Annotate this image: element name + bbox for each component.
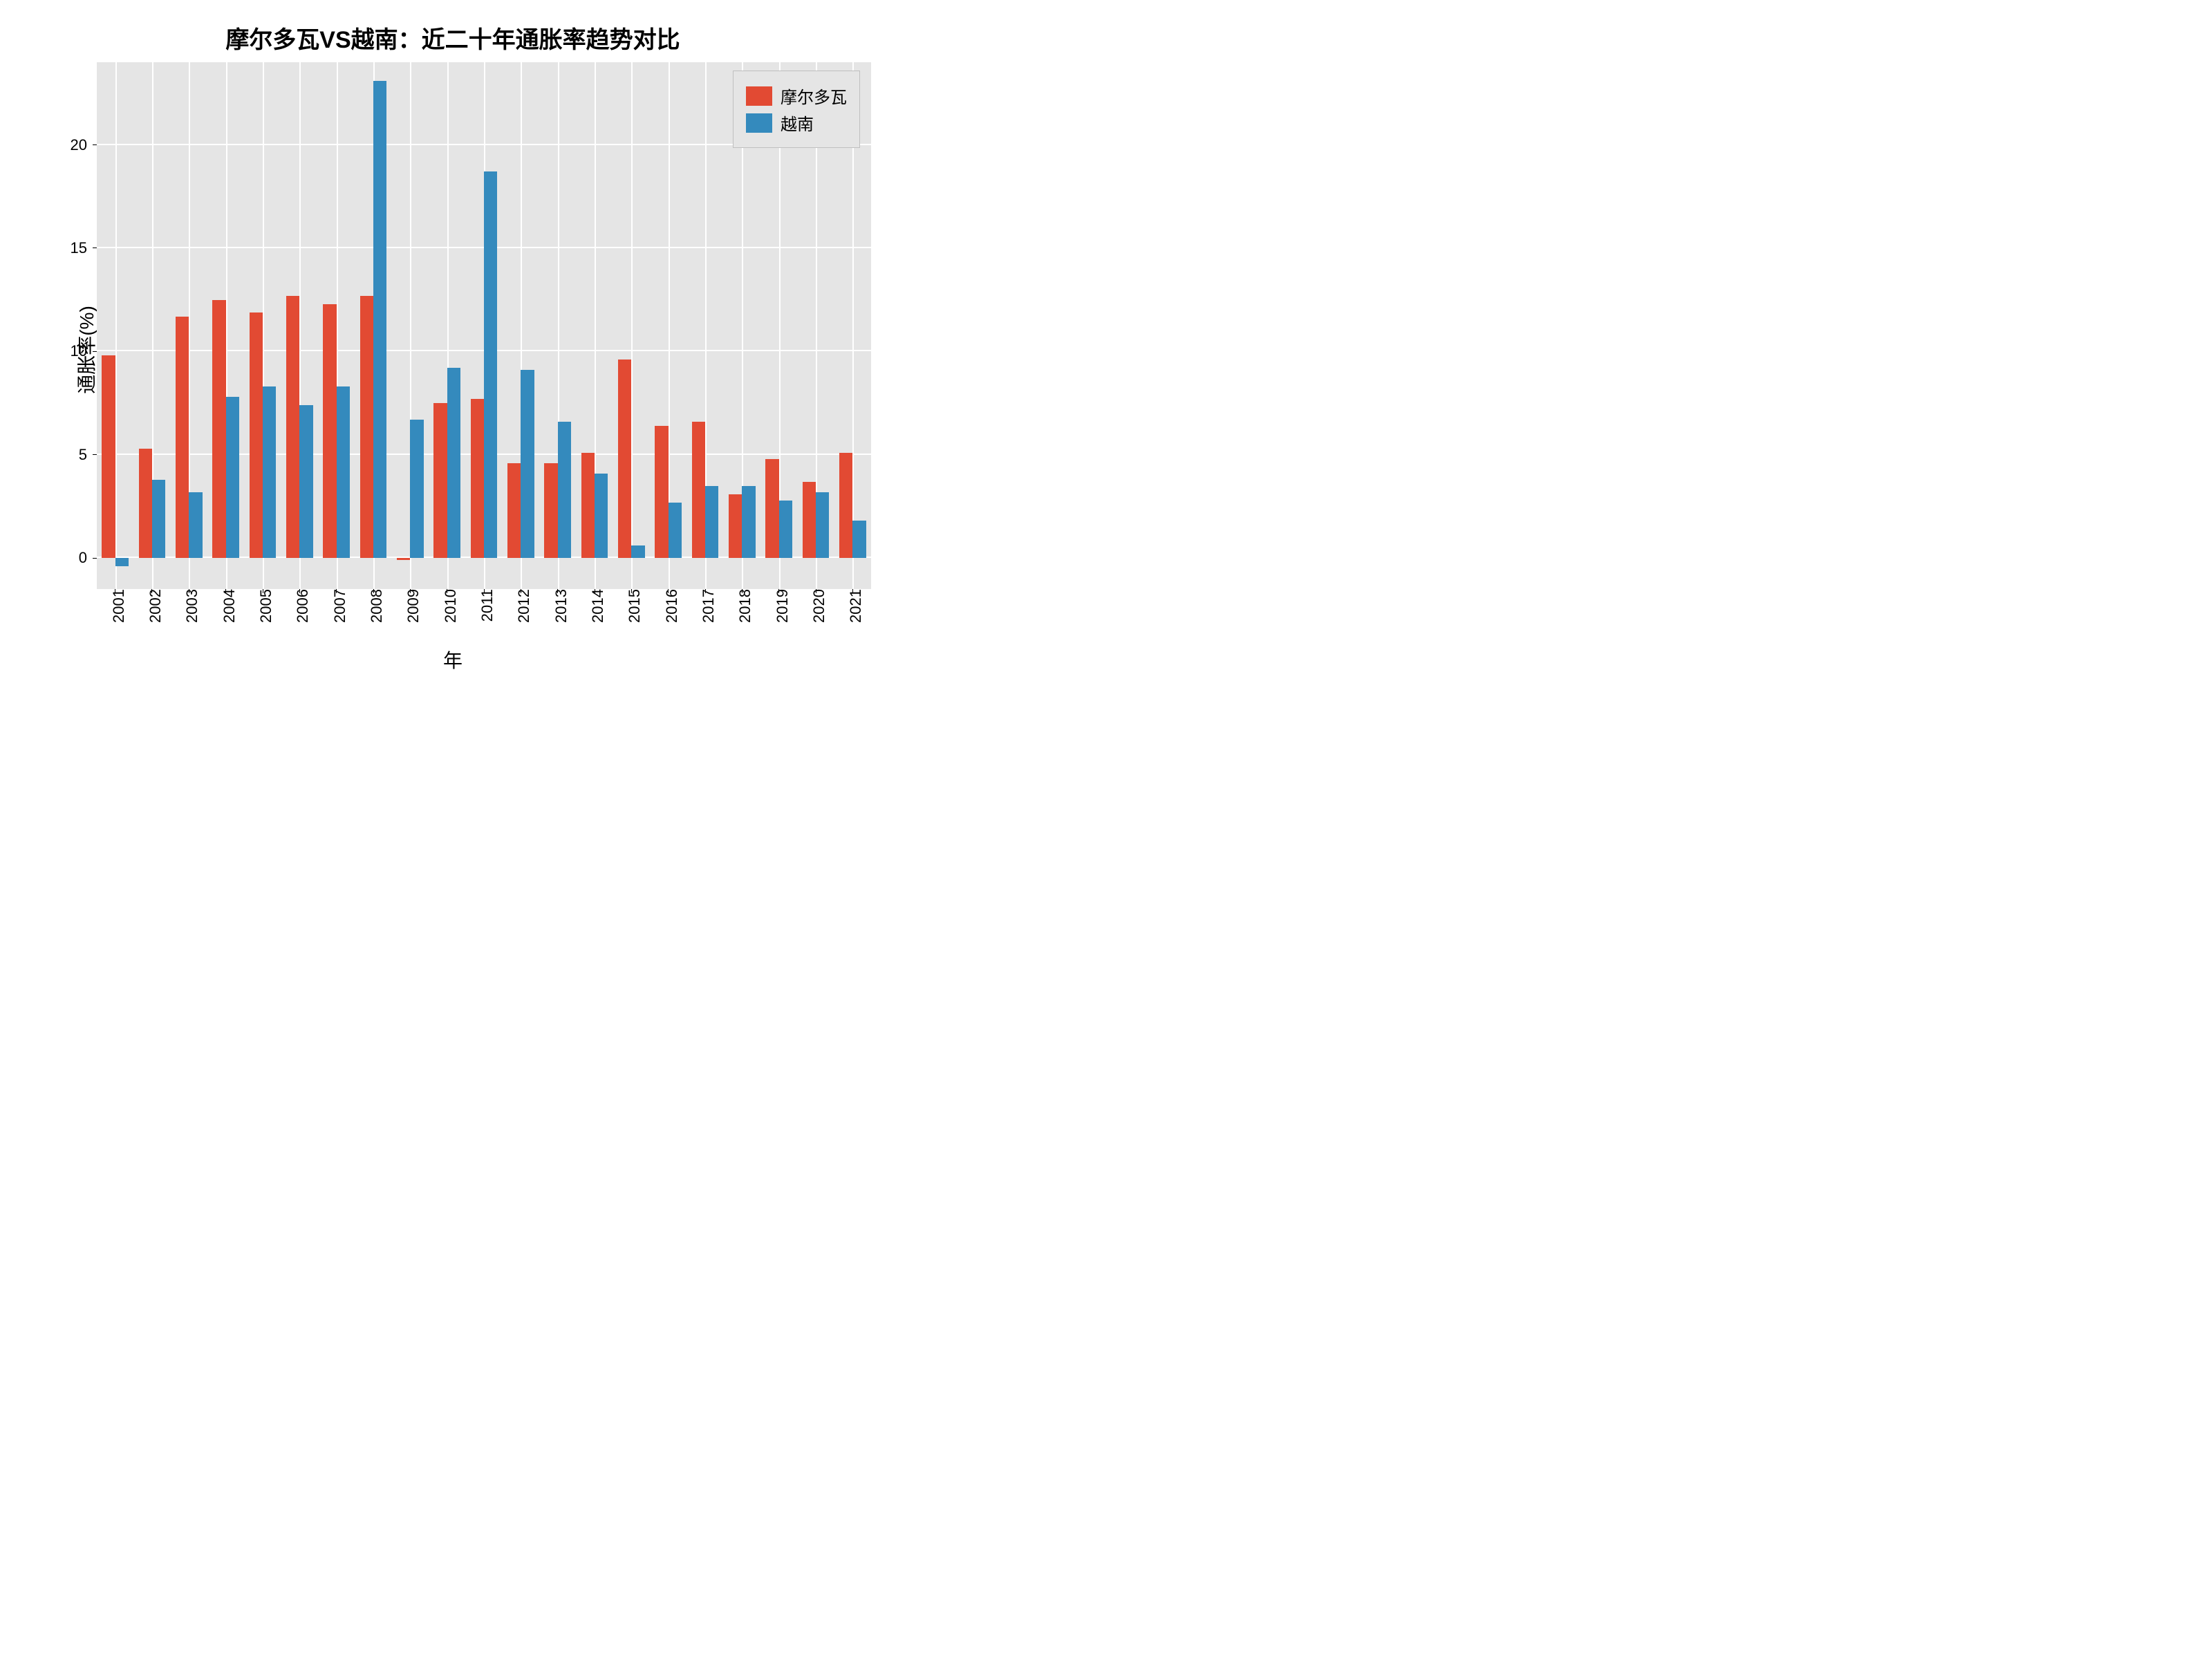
bar-摩尔多瓦 [176, 317, 189, 559]
y-tick-label: 10 [71, 342, 97, 360]
bar-摩尔多瓦 [581, 453, 595, 558]
x-tick-label: 2004 [214, 589, 239, 623]
bar-越南 [631, 545, 644, 558]
bar-摩尔多瓦 [212, 300, 225, 559]
x-tick-label: 2020 [803, 589, 828, 623]
bar-越南 [447, 368, 460, 558]
bar-越南 [115, 558, 129, 566]
bar-越南 [852, 521, 866, 558]
bar-越南 [521, 370, 534, 558]
bar-摩尔多瓦 [360, 296, 373, 559]
x-tick-label: 2014 [582, 589, 607, 623]
bar-越南 [410, 420, 423, 558]
x-tick-label: 2015 [619, 589, 644, 623]
bar-摩尔多瓦 [102, 355, 115, 558]
bar-摩尔多瓦 [397, 558, 410, 560]
bar-越南 [484, 171, 497, 558]
bar-摩尔多瓦 [729, 494, 742, 559]
bar-越南 [742, 486, 755, 559]
x-axis-label: 年 [14, 646, 892, 673]
bar-摩尔多瓦 [433, 403, 447, 558]
x-tick-label: 2006 [287, 589, 312, 623]
bar-摩尔多瓦 [471, 399, 484, 558]
x-tick-label: 2018 [729, 589, 754, 623]
bar-越南 [263, 386, 276, 558]
bar-摩尔多瓦 [655, 426, 668, 558]
legend-item: 摩尔多瓦 [746, 84, 847, 108]
x-tick-label: 2012 [508, 589, 533, 623]
plot-area: 0510152020012002200320042005200620072008… [97, 62, 871, 589]
bar-越南 [705, 486, 718, 559]
bar-摩尔多瓦 [839, 453, 852, 558]
bar-摩尔多瓦 [803, 482, 816, 559]
legend-item: 越南 [746, 111, 847, 135]
y-tick-label: 0 [79, 549, 97, 567]
x-tick-label: 2016 [656, 589, 681, 623]
x-tick-label: 2019 [767, 589, 792, 623]
legend-label: 越南 [781, 111, 814, 135]
grid-line-v [631, 62, 633, 589]
bar-越南 [299, 405, 312, 558]
x-tick-label: 2013 [545, 589, 570, 623]
legend-swatch [746, 86, 772, 106]
bar-摩尔多瓦 [286, 296, 299, 559]
bar-越南 [189, 492, 202, 559]
x-tick-label: 2003 [176, 589, 201, 623]
bar-越南 [558, 422, 571, 558]
x-tick-label: 2002 [140, 589, 165, 623]
chart-title: 摩尔多瓦VS越南：近二十年通胀率趋势对比 [14, 21, 892, 55]
grid-line-v [115, 62, 117, 589]
legend-swatch [746, 113, 772, 133]
bar-越南 [595, 474, 608, 559]
x-tick-label: 2005 [250, 589, 275, 623]
bar-摩尔多瓦 [507, 463, 521, 558]
bar-越南 [373, 81, 386, 558]
x-tick-label: 2021 [840, 589, 865, 623]
x-tick-label: 2001 [103, 589, 128, 623]
bar-摩尔多瓦 [323, 304, 336, 559]
bar-摩尔多瓦 [692, 422, 705, 558]
bar-摩尔多瓦 [139, 449, 152, 558]
bar-摩尔多瓦 [765, 459, 778, 558]
y-tick-label: 15 [71, 239, 97, 257]
bar-越南 [779, 501, 792, 559]
y-tick-label: 5 [79, 446, 97, 464]
bar-摩尔多瓦 [544, 463, 557, 558]
x-tick-label: 2011 [471, 589, 496, 622]
bar-越南 [152, 480, 165, 559]
x-tick-label: 2017 [693, 589, 718, 623]
x-tick-label: 2009 [398, 589, 422, 623]
bar-摩尔多瓦 [618, 360, 631, 558]
x-tick-label: 2007 [324, 589, 349, 623]
chart-container: 摩尔多瓦VS越南：近二十年通胀率趋势对比 通胀率(%) 年 0510152020… [14, 14, 892, 686]
bar-越南 [226, 397, 239, 558]
legend-label: 摩尔多瓦 [781, 84, 847, 108]
x-tick-label: 2010 [435, 589, 460, 623]
bar-越南 [669, 503, 682, 559]
y-tick-label: 20 [71, 136, 97, 154]
legend: 摩尔多瓦越南 [733, 71, 860, 148]
bar-越南 [816, 492, 829, 559]
bar-越南 [337, 386, 350, 558]
x-tick-label: 2008 [361, 589, 386, 623]
bar-摩尔多瓦 [250, 312, 263, 559]
